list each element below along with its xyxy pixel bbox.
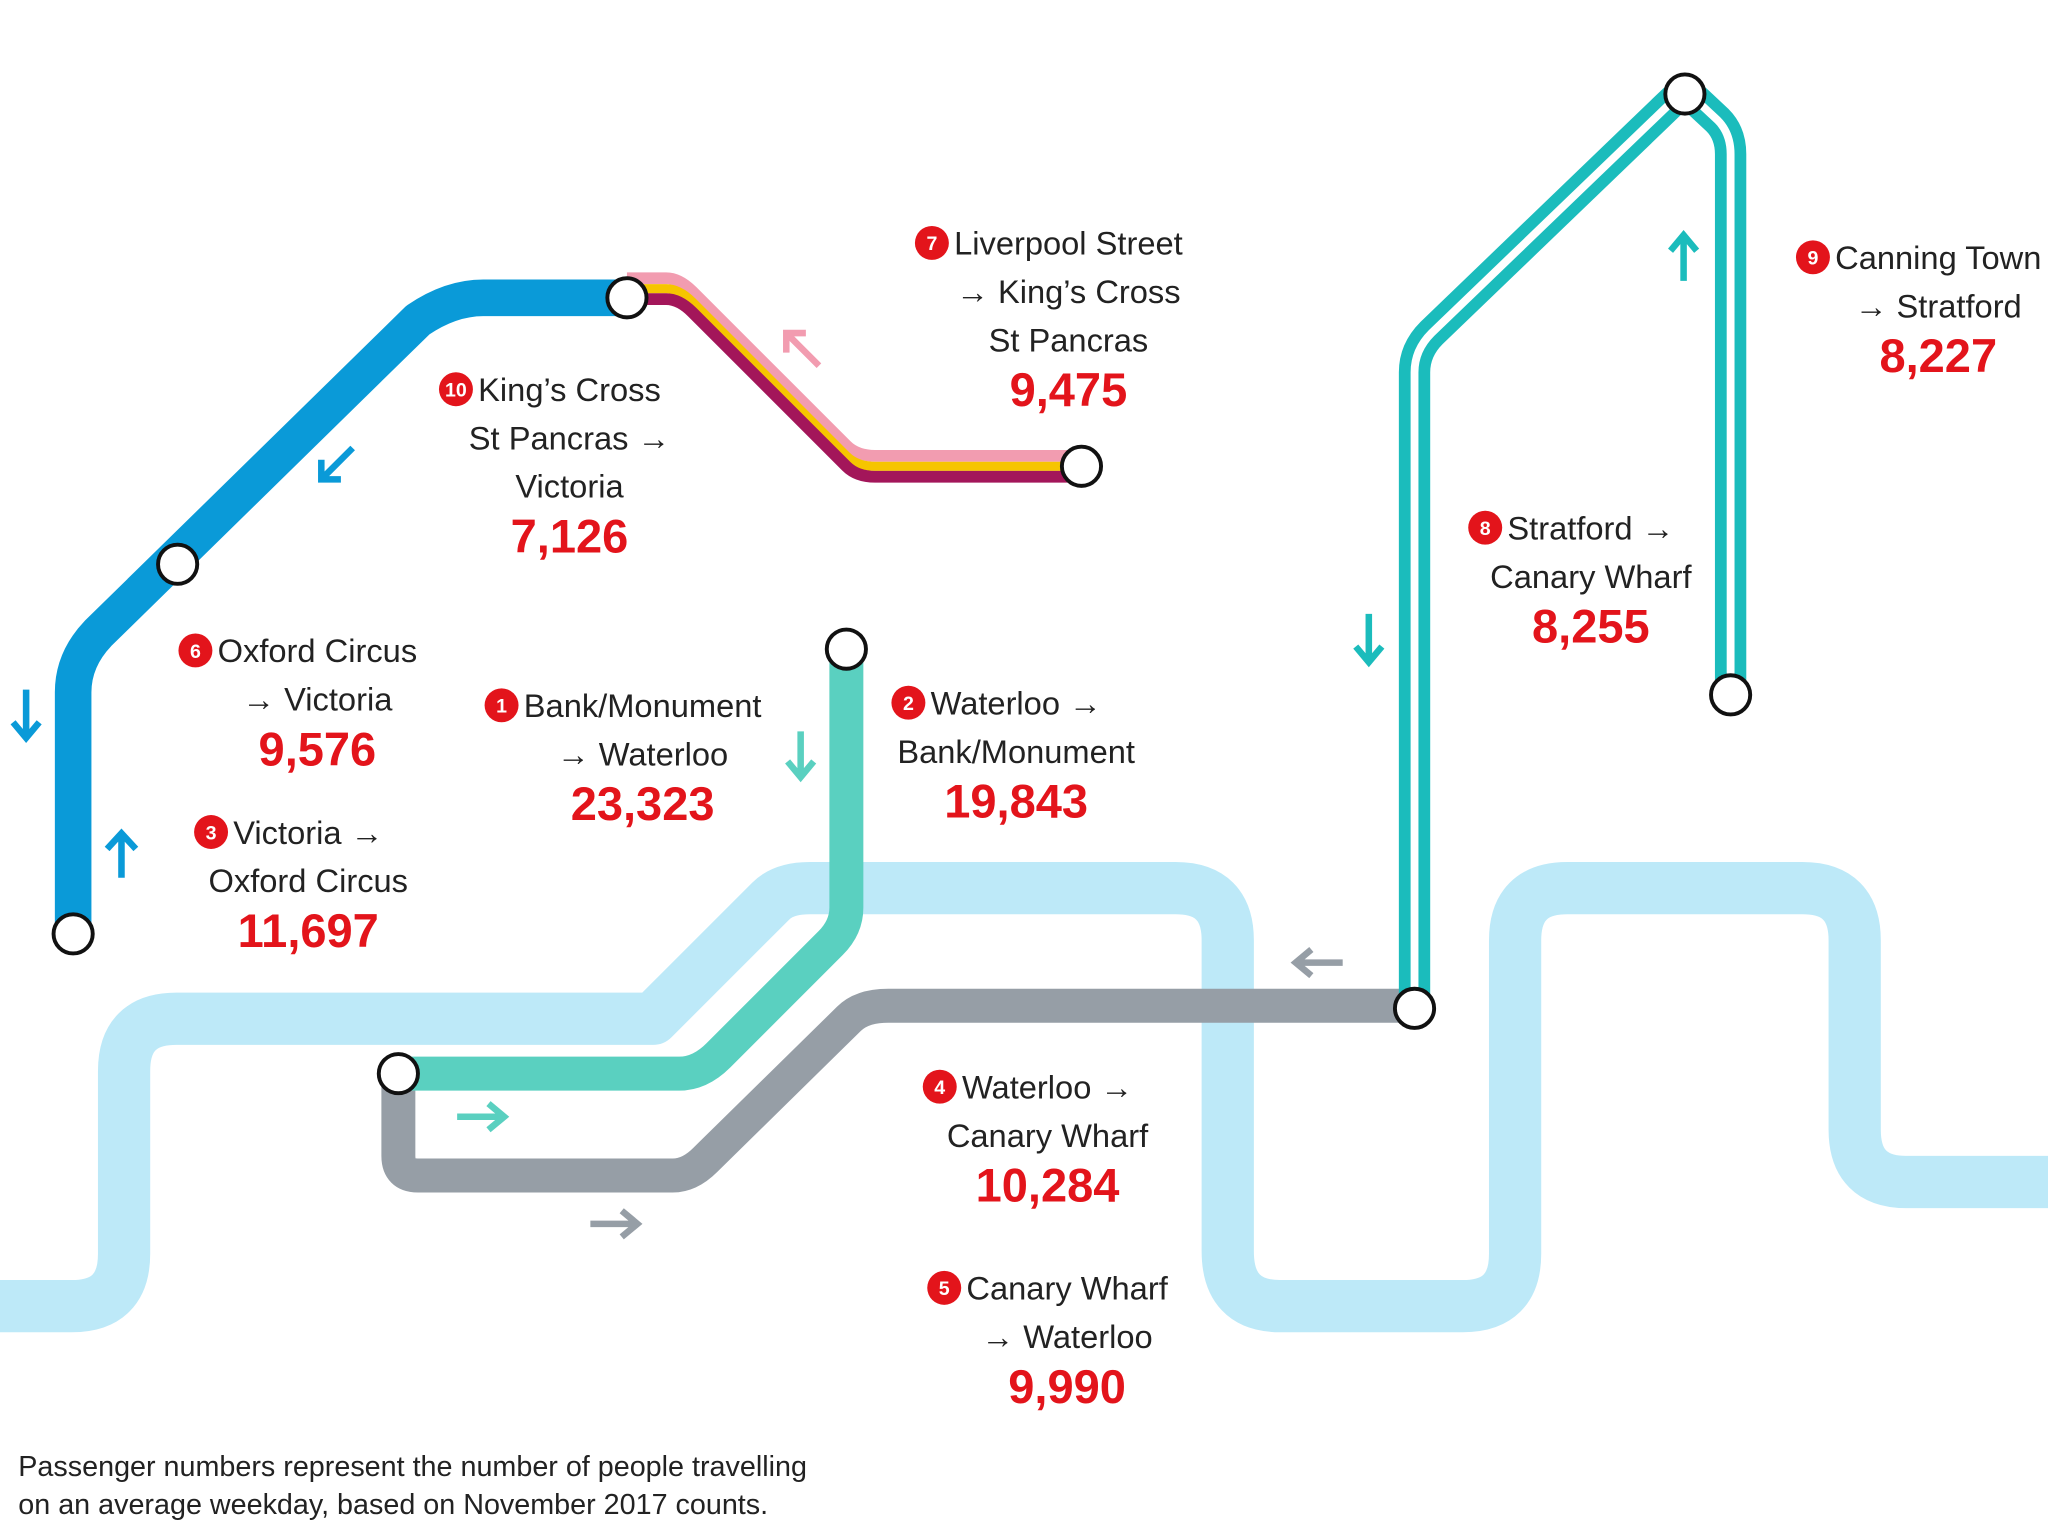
rank-number: 3 [206,822,217,844]
route-label: Bank/Monument → Waterloo 23,323 1 [484,687,762,830]
station [156,542,200,586]
route-label: Oxford Circus → Victoria 9,576 6 [178,632,417,775]
route-name: → Waterloo [982,1318,1153,1355]
footnote: Passenger numbers represent the number o… [18,1451,807,1521]
route-name: Victoria → [233,814,383,851]
passenger-count: 7,126 [511,509,629,562]
station [1059,444,1104,488]
passenger-count: 9,475 [1010,363,1128,416]
route-name: Canary Wharf [1490,558,1692,595]
station [1663,72,1707,116]
blue-line [54,279,627,934]
rank-badge [438,372,473,407]
passenger-count: 9,576 [259,722,377,775]
rank-number: 4 [934,1077,945,1099]
route-name: Canning Town [1835,239,2041,276]
yellow-line [626,284,1082,471]
route-name: → Victoria [242,681,393,718]
footnote-line: Passenger numbers represent the number o… [18,1451,807,1483]
rank-badge [891,685,926,720]
rank-badge [194,815,229,849]
route-name: Victoria [515,468,624,505]
route-name: → Stratford [1855,287,2022,324]
arrow [1290,947,1343,979]
route-name: → Waterloo [557,735,728,772]
route-name: Stratford → [1507,509,1674,546]
rank-badge [484,688,519,723]
rank-number: 7 [926,233,937,255]
arrow [457,1101,510,1133]
arrow [1668,230,1700,281]
passenger-count: 10,284 [976,1159,1120,1212]
station [376,1052,420,1096]
arrow [590,1208,643,1240]
route-name: King’s Cross [478,371,661,408]
rank-number: 8 [1480,518,1491,540]
route-name: → King’s Cross [956,273,1180,310]
river [0,862,2048,1333]
route-name: St Pancras → [469,419,670,456]
route-label: Waterloo → Bank/Monument 19,843 2 [891,684,1135,828]
station [824,627,868,671]
station [51,912,95,956]
grey-line [381,988,1415,1193]
route-name: Liverpool Street [954,225,1183,262]
route-label: Canning Town → Stratford 8,227 9 [1795,239,2041,382]
rank-number: 2 [903,693,914,715]
passenger-count: 8,227 [1879,329,1997,382]
route-name: Canary Wharf [966,1270,1168,1307]
route-label: Liverpool Street → King’s Cross St Pancras… [914,225,1183,416]
rank-badge [1468,510,1503,545]
rank-number: 10 [445,380,467,402]
rank-badge [178,633,213,668]
station [605,276,649,320]
route-label: King’s Cross St Pancras → Victoria 7,126 10 [438,371,670,562]
stations [51,72,1753,1096]
station [1709,673,1753,717]
route-name: Waterloo → [931,684,1102,721]
arrow [783,329,822,369]
passenger-count: 8,255 [1532,600,1650,653]
rank-number: 5 [939,1278,950,1300]
arrow [104,828,139,878]
route-name: Canary Wharf [947,1117,1149,1154]
route-labels: Bank/Monument → Waterloo 23,323 1 Waterloo →… [178,225,2041,1413]
rank-badge [927,1270,962,1305]
arrow [10,689,42,744]
passenger-count: 11,697 [238,904,379,957]
route-name: Bank/Monument [897,733,1135,770]
rank-number: 1 [496,696,507,718]
passenger-count: 9,990 [1008,1360,1126,1413]
rank-number: 6 [190,641,201,663]
route-name: Waterloo → [962,1068,1133,1105]
rank-number: 9 [1807,248,1818,270]
arrow [1353,613,1385,668]
rank-badge [914,225,949,260]
arrow [785,731,817,783]
arrow [318,445,355,483]
route-name: Oxford Circus [208,862,408,899]
route-label: Stratford → Canary Wharf 8,255 8 [1468,509,1692,653]
route-name: Bank/Monument [524,687,762,724]
route-name: St Pancras [989,321,1149,358]
station [1392,986,1437,1030]
green-line [398,649,864,1091]
route-name: Oxford Circus [218,632,418,669]
rank-badge [922,1069,957,1104]
pink-line [626,272,1082,462]
direction-arrows [10,230,1700,1240]
route-label: Waterloo → Canary Wharf 10,284 4 [922,1068,1149,1212]
maroon-line [626,293,1082,483]
route-label: Victoria → Oxford Circus 11,697 3 [194,814,408,957]
route-label: Canary Wharf → Waterloo 9,990 5 [927,1270,1169,1413]
passenger-count: 19,843 [944,775,1088,828]
passenger-count: 23,323 [571,777,715,830]
footnote-line: on an average weekday, based on November… [18,1489,768,1521]
rank-badge [1795,240,1830,275]
